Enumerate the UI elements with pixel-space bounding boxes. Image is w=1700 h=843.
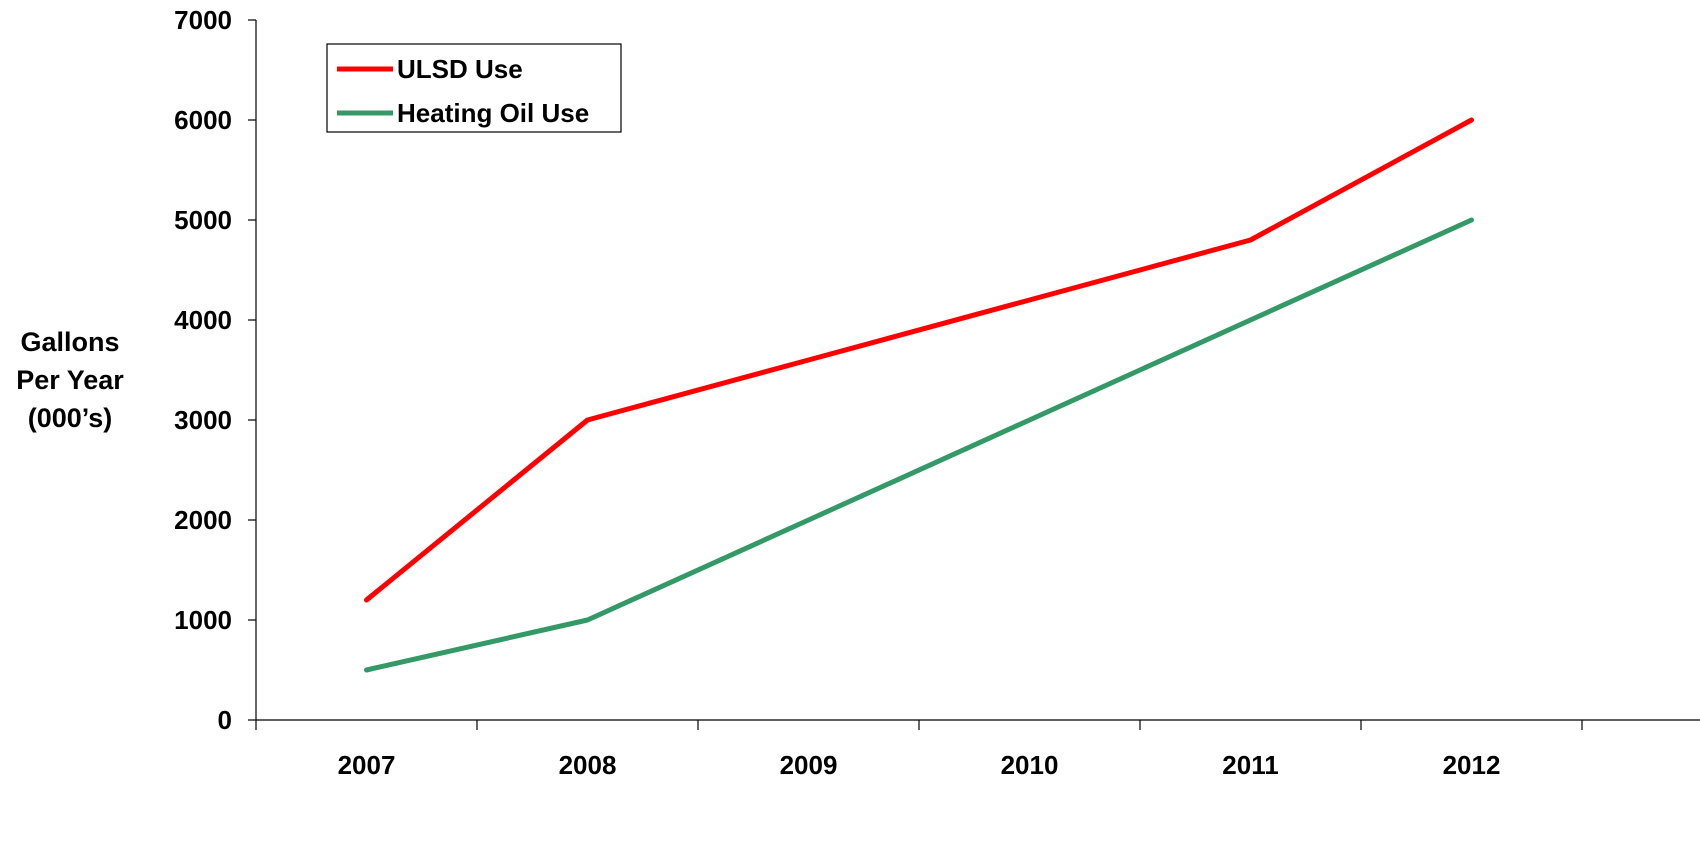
x-tick-label: 2012 (1443, 750, 1501, 780)
y-tick-label: 0 (218, 705, 232, 735)
y-tick-label: 4000 (174, 305, 232, 335)
y-axis-label: Gallons Per Year (000’s) (0, 323, 140, 437)
y-axis-label-line: (000’s) (27, 403, 113, 433)
y-axis-label-line: Per Year (16, 365, 124, 395)
y-tick-label: 3000 (174, 405, 232, 435)
x-tick-label: 2011 (1222, 750, 1278, 780)
x-tick-label: 2009 (780, 750, 838, 780)
y-tick-label: 7000 (174, 5, 232, 35)
x-tick-label: 2007 (338, 750, 396, 780)
series-line-ulsd (364, 117, 1474, 603)
y-axis-label-line: Gallons (20, 327, 120, 357)
y-tick-label: 1000 (174, 605, 232, 635)
y-tick-label: 5000 (174, 205, 232, 235)
y-tick-label: 2000 (174, 505, 232, 535)
series-line-heating-oil (364, 217, 1474, 673)
x-tick-label: 2008 (559, 750, 617, 780)
legend-label: Heating Oil Use (397, 98, 589, 128)
x-tick-label: 2010 (1001, 750, 1059, 780)
legend-box (326, 43, 622, 133)
legend-label: ULSD Use (397, 54, 523, 84)
y-tick-label: 6000 (174, 105, 232, 135)
